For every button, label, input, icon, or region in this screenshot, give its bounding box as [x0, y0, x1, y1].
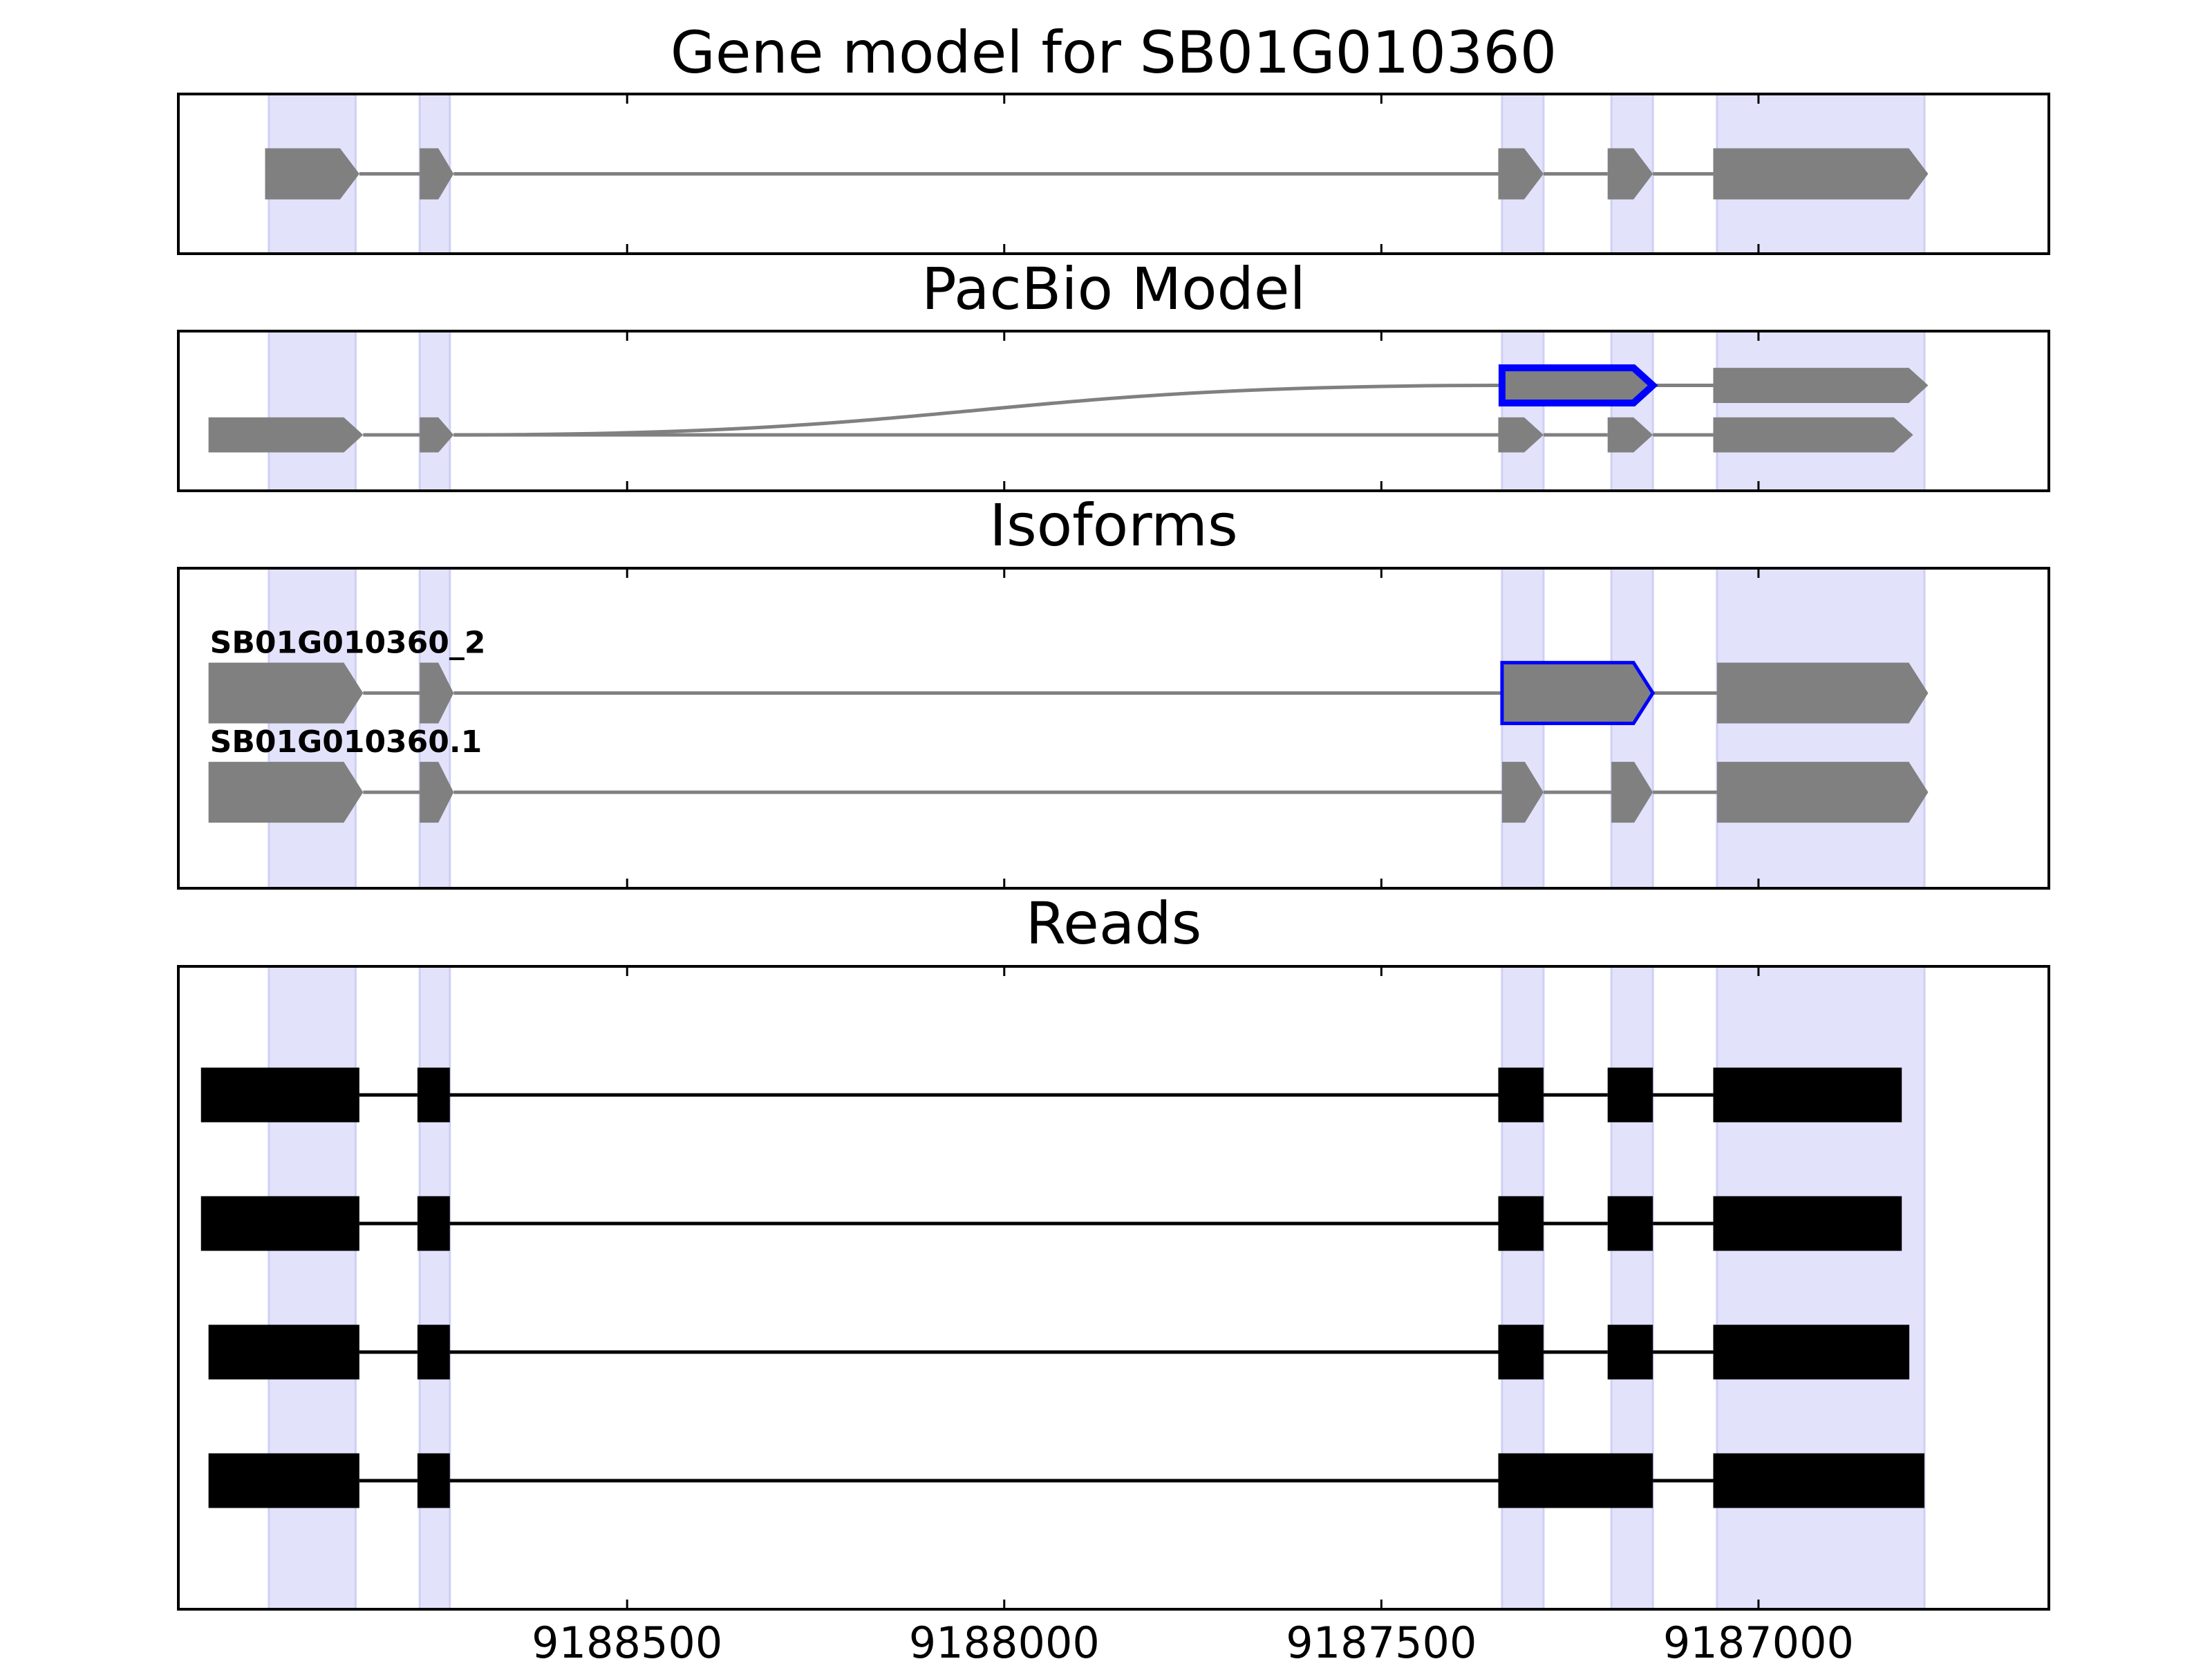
highlight-region [418, 330, 451, 492]
exon-feature [1501, 762, 1544, 823]
x-tick-label: 9187000 [1663, 1618, 1854, 1659]
panel-title-reads: Reads [1026, 890, 1202, 957]
exon-feature [1713, 368, 1929, 403]
highlight-region [1716, 567, 1926, 890]
panel-title-isoforms: Isoforms [989, 491, 1238, 559]
exon-feature [420, 148, 454, 200]
read-exon [417, 1196, 450, 1251]
read-exon [1713, 1324, 1910, 1380]
axes-frame [177, 965, 2050, 1611]
read-exon [1607, 1324, 1653, 1380]
x-tick-labels: 9188500 9188000 9187500 9187000 [532, 1618, 1854, 1659]
isoform-label: SB01G010360_2 [210, 626, 486, 661]
axes-frame [177, 330, 2050, 492]
read-exon [1498, 1453, 1653, 1508]
isoform-label: SB01G010360.1 [210, 724, 482, 760]
x-tick-label: 9188500 [532, 1618, 722, 1659]
read-exon [1713, 1196, 1902, 1251]
read-exon [1713, 1067, 1902, 1123]
exon-feature [1611, 762, 1653, 823]
exon-feature [1607, 417, 1653, 453]
exon-feature [208, 417, 364, 453]
read-exon [208, 1324, 359, 1380]
exon-feature [420, 762, 454, 823]
exon-feature [1713, 148, 1929, 200]
highlight-region [1716, 330, 1926, 492]
x-tick-label: 9188000 [909, 1618, 1100, 1659]
exon-feature [420, 417, 454, 453]
highlight-region [268, 965, 357, 1611]
highlight-region [418, 965, 451, 1611]
highlight-region [268, 567, 357, 890]
panel-title-gene-model: Gene model for SB01G010360 [671, 19, 1557, 86]
read-exon [208, 1453, 359, 1508]
axes-frame [177, 93, 2050, 255]
read-exon [417, 1453, 450, 1508]
panel-isoforms: Isoforms SB01G010360_2 SB01G010360.1 [177, 491, 2050, 890]
highlight-region [418, 567, 451, 890]
read-exon [1498, 1324, 1544, 1380]
highlight-region [1610, 965, 1654, 1611]
exon-feature [1716, 762, 1929, 823]
x-tick-label: 9187500 [1286, 1618, 1477, 1659]
exon-feature [265, 148, 359, 200]
highlight-region [1610, 567, 1654, 890]
splice-curve [453, 384, 1502, 437]
read-exon [1713, 1453, 1924, 1508]
exon-feature [1498, 417, 1544, 453]
read-exon [1607, 1196, 1653, 1251]
read-exon [417, 1067, 450, 1123]
exon-feature [1716, 662, 1929, 724]
exon-feature [1498, 148, 1544, 200]
read-exon [200, 1196, 359, 1251]
exon-feature [420, 662, 454, 724]
highlight-region [1501, 330, 1545, 492]
exon-feature-highlighted [1500, 661, 1656, 726]
panel-pacbio-model: PacBio Model [177, 255, 2050, 492]
panel-gene-model: Gene model for SB01G010360 [177, 19, 2050, 255]
panel-title-pacbio-model: PacBio Model [921, 255, 1306, 323]
exon-feature [208, 662, 364, 724]
read-exon [1607, 1067, 1653, 1123]
highlight-region [1610, 330, 1654, 492]
exon-feature-highlighted [1498, 364, 1658, 406]
axes-frame [177, 567, 2050, 890]
panel-reads: Reads [177, 890, 2050, 1611]
read-exon [1498, 1067, 1544, 1123]
read-exon [200, 1067, 359, 1123]
exon-feature [1607, 148, 1653, 200]
read-exon [1498, 1196, 1544, 1251]
highlight-region [1716, 965, 1926, 1611]
highlight-region [1501, 965, 1545, 1611]
read-exon [417, 1324, 450, 1380]
highlight-region [1501, 567, 1545, 890]
exon-feature [1713, 417, 1913, 453]
highlight-region [268, 330, 357, 492]
exon-feature [208, 762, 364, 823]
